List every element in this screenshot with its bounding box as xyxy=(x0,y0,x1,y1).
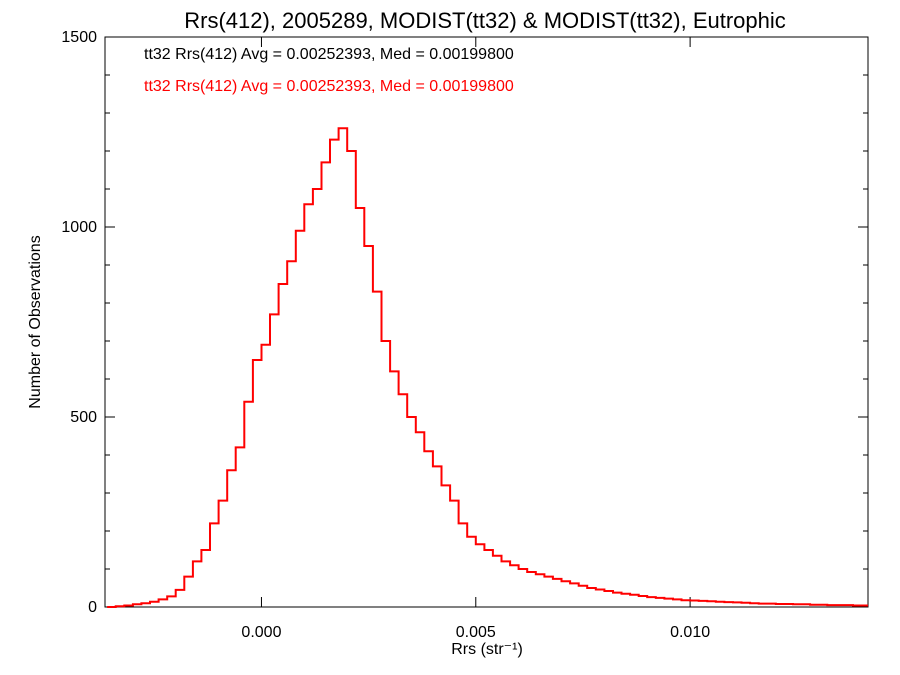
y-tick-label: 500 xyxy=(70,409,97,426)
chart-title: Rrs(412), 2005289, MODIST(tt32) & MODIST… xyxy=(184,8,786,33)
plot-frame xyxy=(104,36,869,608)
annotation-red: tt32 Rrs(412) Avg = 0.00252393, Med = 0.… xyxy=(144,78,514,95)
y-axis-ticks: 0 500 1000 1500 xyxy=(61,29,868,616)
y-tick-label: 1000 xyxy=(61,219,97,236)
x-axis-label: Rrs (str⁻¹) xyxy=(451,641,523,658)
histogram-series-line xyxy=(107,127,868,608)
x-tick-label: 0.000 xyxy=(241,624,281,641)
annotation-black: tt32 Rrs(412) Avg = 0.00252393, Med = 0.… xyxy=(144,46,514,63)
y-tick-label: 0 xyxy=(88,599,97,616)
y-axis-label: Number of Observations xyxy=(27,235,44,408)
x-tick-label: 0.005 xyxy=(456,624,496,641)
y-tick-label: 1500 xyxy=(61,29,97,46)
x-tick-label: 0.010 xyxy=(670,624,710,641)
x-axis-ticks: 0.000 0.005 0.010 xyxy=(241,37,710,641)
